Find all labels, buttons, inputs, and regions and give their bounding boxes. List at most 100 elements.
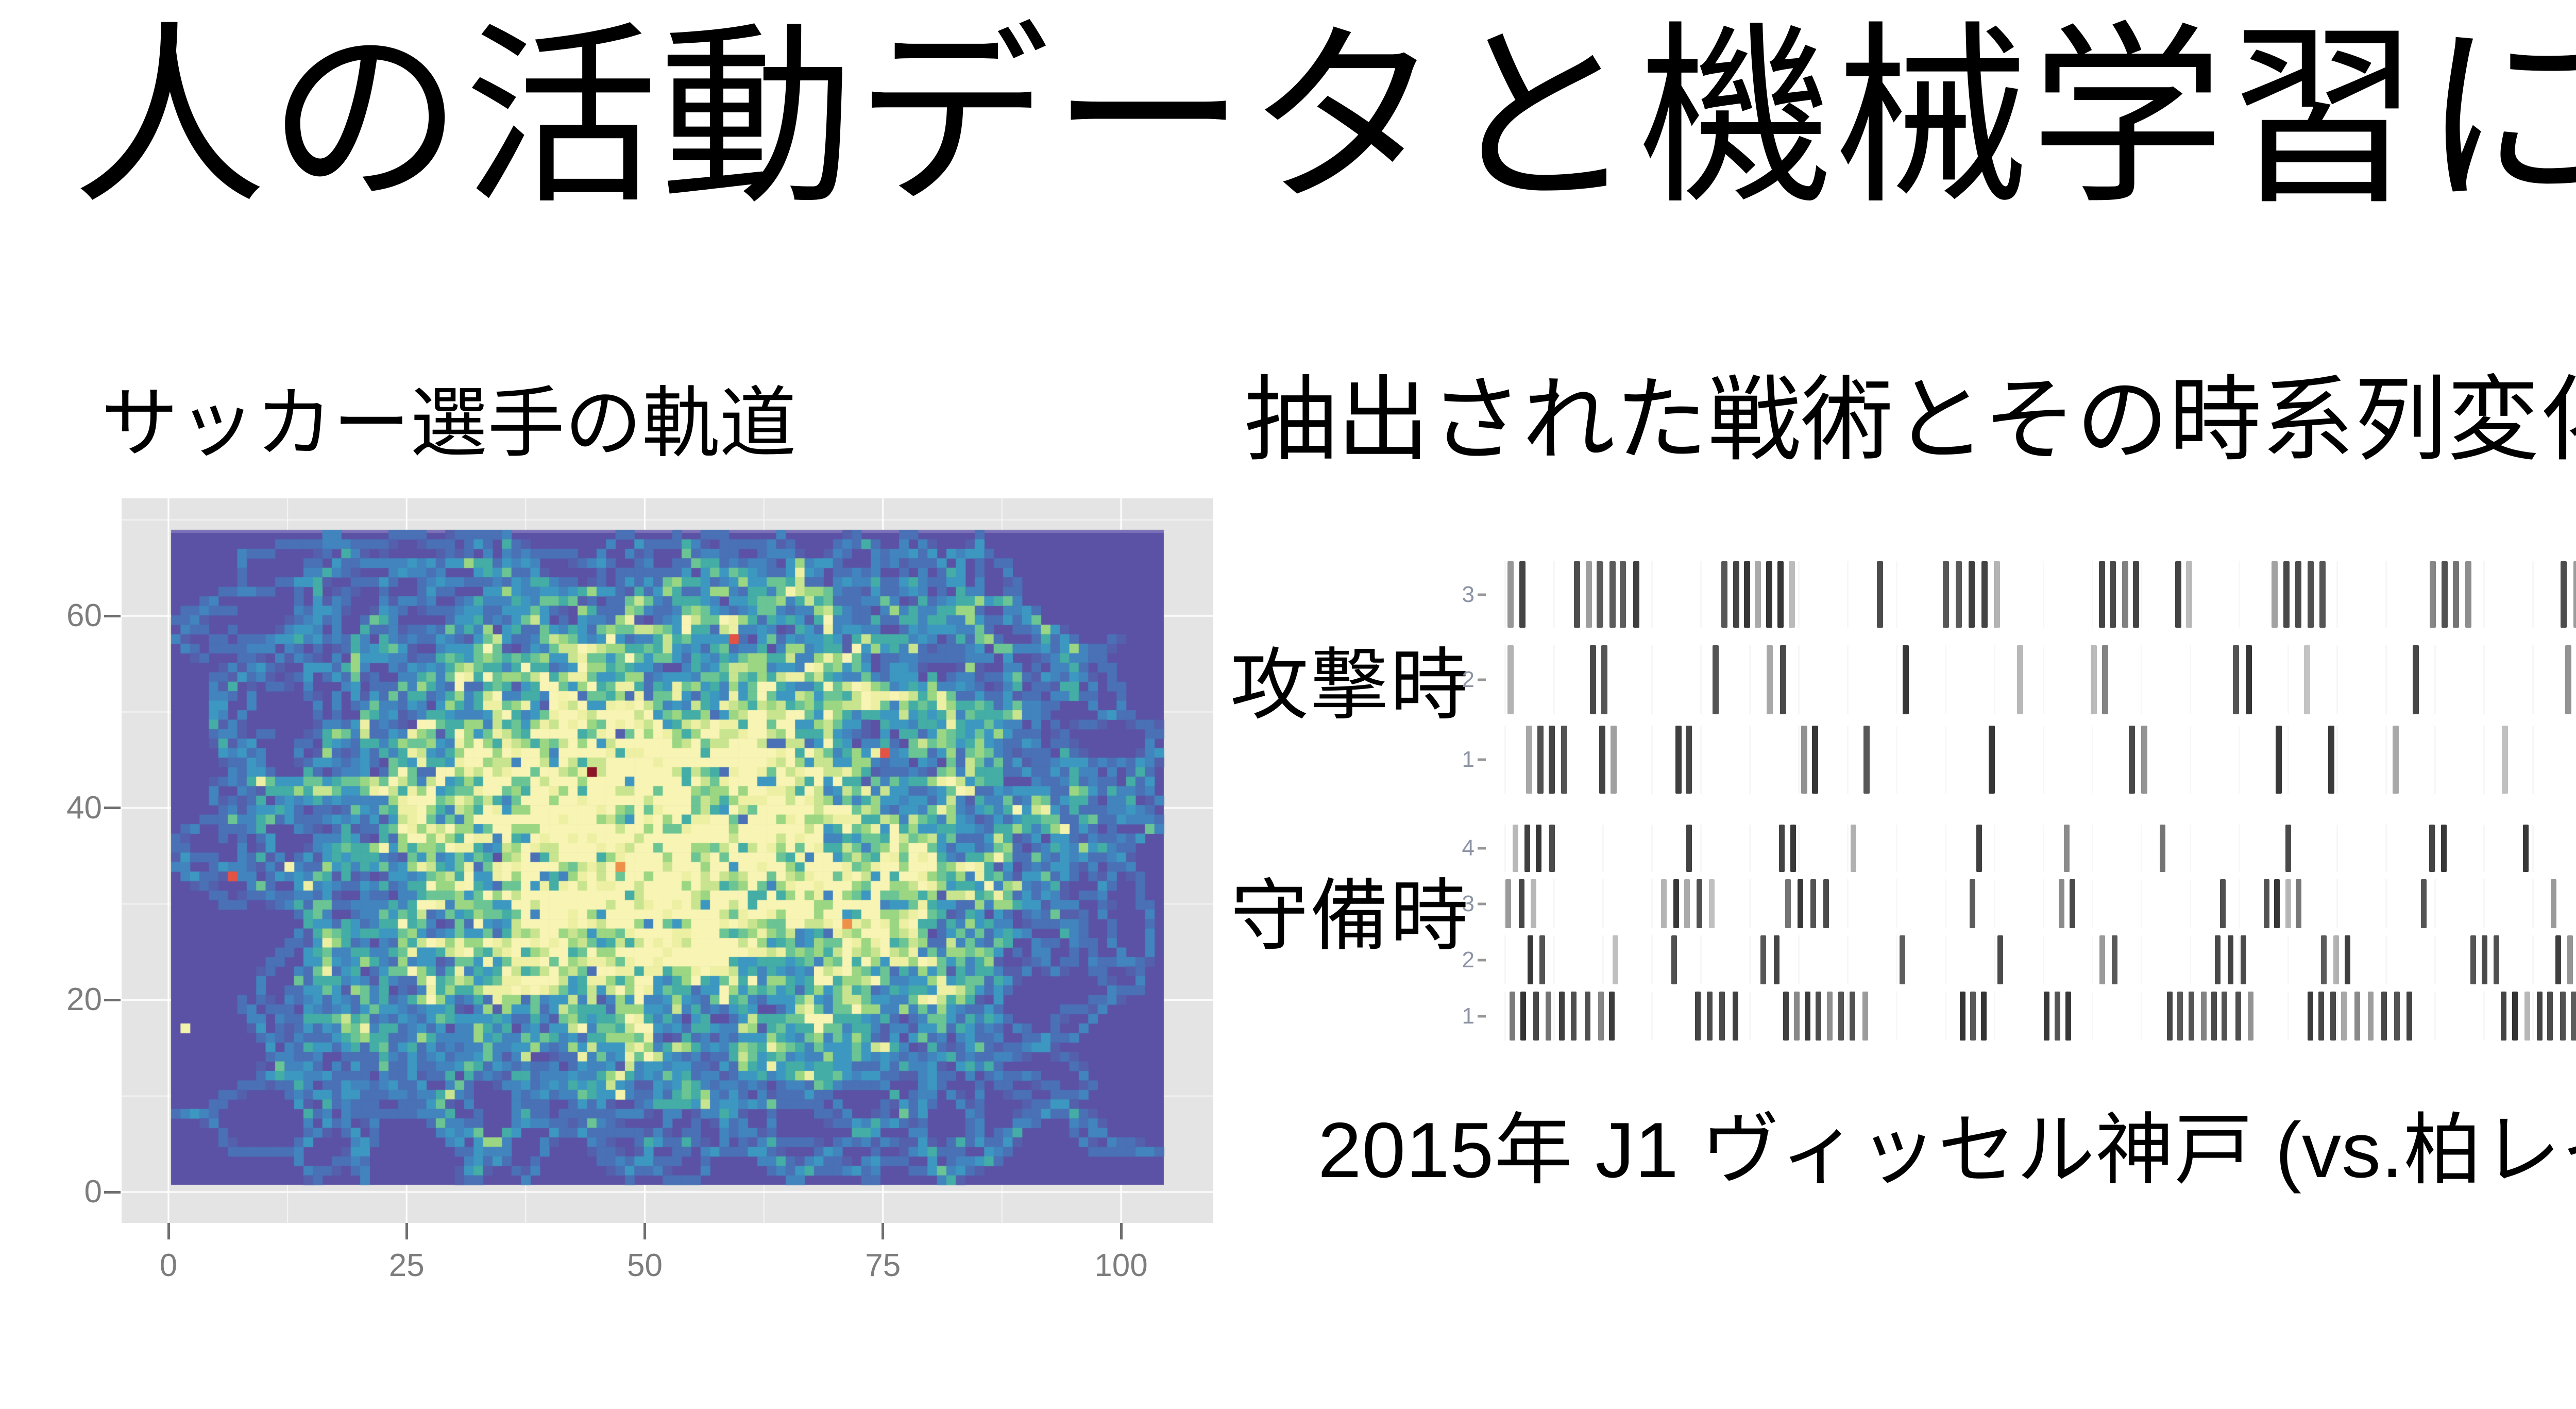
tactic-event-bar — [2308, 992, 2314, 1041]
tactic-event-bar — [1812, 726, 1819, 794]
tactic-event-bar — [1537, 726, 1544, 794]
tactic-event-bar — [1696, 879, 1702, 928]
tactic-event-bar — [1533, 992, 1539, 1041]
tactic-event-bar — [2441, 825, 2447, 872]
tactic-event-bar — [1611, 726, 1617, 794]
x-axis-tick-label: 25 — [388, 1248, 425, 1283]
raster-row-attack-1 — [1504, 726, 2576, 794]
tactic-event-bar — [1733, 992, 1739, 1041]
tactic-event-bar — [1981, 561, 1988, 628]
tactic-event-bar — [2333, 935, 2340, 984]
tactic-event-bar — [2452, 561, 2459, 628]
tactic-event-bar — [1549, 825, 1555, 872]
tactic-event-bar — [1955, 561, 1962, 628]
tactic-event-bar — [2295, 561, 2302, 628]
tactic-event-bar — [1598, 992, 1604, 1041]
tactic-event-bar — [2070, 879, 2076, 928]
tactic-event-bar — [2565, 645, 2571, 714]
tactic-event-bar — [2111, 935, 2117, 984]
tactic-event-bar — [2420, 879, 2427, 928]
tactic-event-bar — [2235, 992, 2241, 1041]
tactic-event-bar — [1536, 825, 1542, 872]
tactic-event-bar — [1596, 561, 1603, 628]
tactic-event-bar — [1707, 992, 1713, 1041]
tactic-event-bar — [1530, 879, 1536, 928]
page-title: 人の活動データと機械学習による分析 — [72, 9, 2576, 227]
tactic-event-bar — [1574, 561, 1581, 628]
x-axis-tick-mark — [167, 1223, 170, 1239]
tactic-event-bar — [2573, 561, 2576, 628]
tactic-event-bar — [1959, 992, 1965, 1041]
tactic-event-bar — [2110, 561, 2116, 628]
tactic-event-bar — [2064, 825, 2070, 872]
raster-row-tick-label: 2 — [1462, 947, 1475, 972]
tactic-event-bar — [2429, 825, 2435, 872]
tactic-event-bar — [2318, 992, 2325, 1041]
tactic-event-bar — [1805, 992, 1811, 1041]
raster-row-attack-3 — [1504, 561, 2576, 628]
tactic-event-bar — [2500, 992, 2506, 1041]
raster-row-tick-mark — [1478, 678, 1486, 681]
tactic-event-bar — [1744, 561, 1751, 628]
tactic-event-bar — [2228, 935, 2234, 984]
tactic-event-bar — [1849, 992, 1855, 1041]
tactic-event-bar — [1862, 992, 1868, 1041]
x-axis-tick-label: 0 — [159, 1248, 178, 1283]
tactic-event-bar — [2271, 561, 2278, 628]
tactic-event-bar — [2233, 645, 2240, 714]
tactic-event-bar — [1548, 726, 1555, 794]
tactic-event-bar — [2537, 992, 2543, 1041]
tactic-event-bar — [1505, 879, 1511, 928]
raster-row-tick-mark — [1478, 847, 1486, 850]
tactic-event-bar — [2381, 992, 2387, 1041]
match-caption: 2015年 J1 ヴィッセル神戸 (vs.柏レイソル) — [1318, 1106, 2576, 1194]
tactic-event-bar — [1539, 935, 1545, 984]
tactic-event-bar — [1780, 645, 1786, 714]
tactic-event-bar — [1571, 992, 1577, 1041]
raster-row-tick-mark — [1478, 758, 1486, 761]
tactic-event-bar — [2560, 561, 2567, 628]
tactic-event-bar — [1519, 561, 1526, 628]
tactic-event-bar — [1823, 879, 1829, 928]
y-axis-tick-label: 40 — [66, 790, 102, 826]
tactic-event-bar — [2175, 561, 2182, 628]
tactic-event-bar — [1589, 645, 1596, 714]
tactic-event-bar — [1793, 992, 1800, 1041]
tactic-event-bar — [1660, 879, 1667, 928]
tactic-event-bar — [1789, 561, 1795, 628]
tactic-event-bar — [1988, 726, 1995, 794]
y-axis-tick-label: 20 — [66, 982, 102, 1018]
tactic-event-bar — [2185, 561, 2192, 628]
tactic-event-bar — [1876, 561, 1883, 628]
tactic-event-bar — [2240, 935, 2246, 984]
tactic-event-bar — [2065, 992, 2072, 1041]
tactic-event-bar — [1850, 825, 1856, 872]
raster-row-defense-4 — [1504, 825, 2576, 872]
tactic-event-bar — [2560, 992, 2566, 1041]
y-axis-tick-label: 60 — [66, 598, 102, 634]
tactic-event-bar — [2367, 992, 2374, 1041]
tactic-event-bar — [2465, 561, 2471, 628]
tactic-event-bar — [1609, 561, 1616, 628]
raster-row-tick-mark — [1478, 1015, 1486, 1017]
tactic-event-bar — [1527, 935, 1533, 984]
tactic-event-bar — [1686, 825, 1692, 872]
tactic-event-bar — [2211, 992, 2217, 1041]
raster-row-tick-mark — [1478, 959, 1486, 961]
tactic-event-bar — [2441, 561, 2448, 628]
y-axis-tick-mark — [104, 614, 121, 617]
tactic-event-bar — [1721, 561, 1727, 628]
tactic-event-bar — [2470, 935, 2476, 984]
raster-row-defense-2 — [1504, 935, 2576, 984]
raster-row-tick-label: 3 — [1462, 891, 1475, 916]
x-axis-tick-mark — [643, 1223, 646, 1239]
tactic-event-bar — [2393, 726, 2399, 794]
tactic-event-bar — [2296, 879, 2302, 928]
tactic-event-bar — [2493, 935, 2499, 984]
tactic-event-bar — [1815, 992, 1821, 1041]
tactic-event-bar — [1903, 645, 1909, 714]
tactic-event-bar — [1777, 561, 1784, 628]
tactic-event-bar — [1810, 879, 1816, 928]
tactics-figure-title: 抽出された戦術とその時系列変化 — [1244, 368, 2576, 472]
tactic-event-bar — [1507, 645, 1514, 714]
